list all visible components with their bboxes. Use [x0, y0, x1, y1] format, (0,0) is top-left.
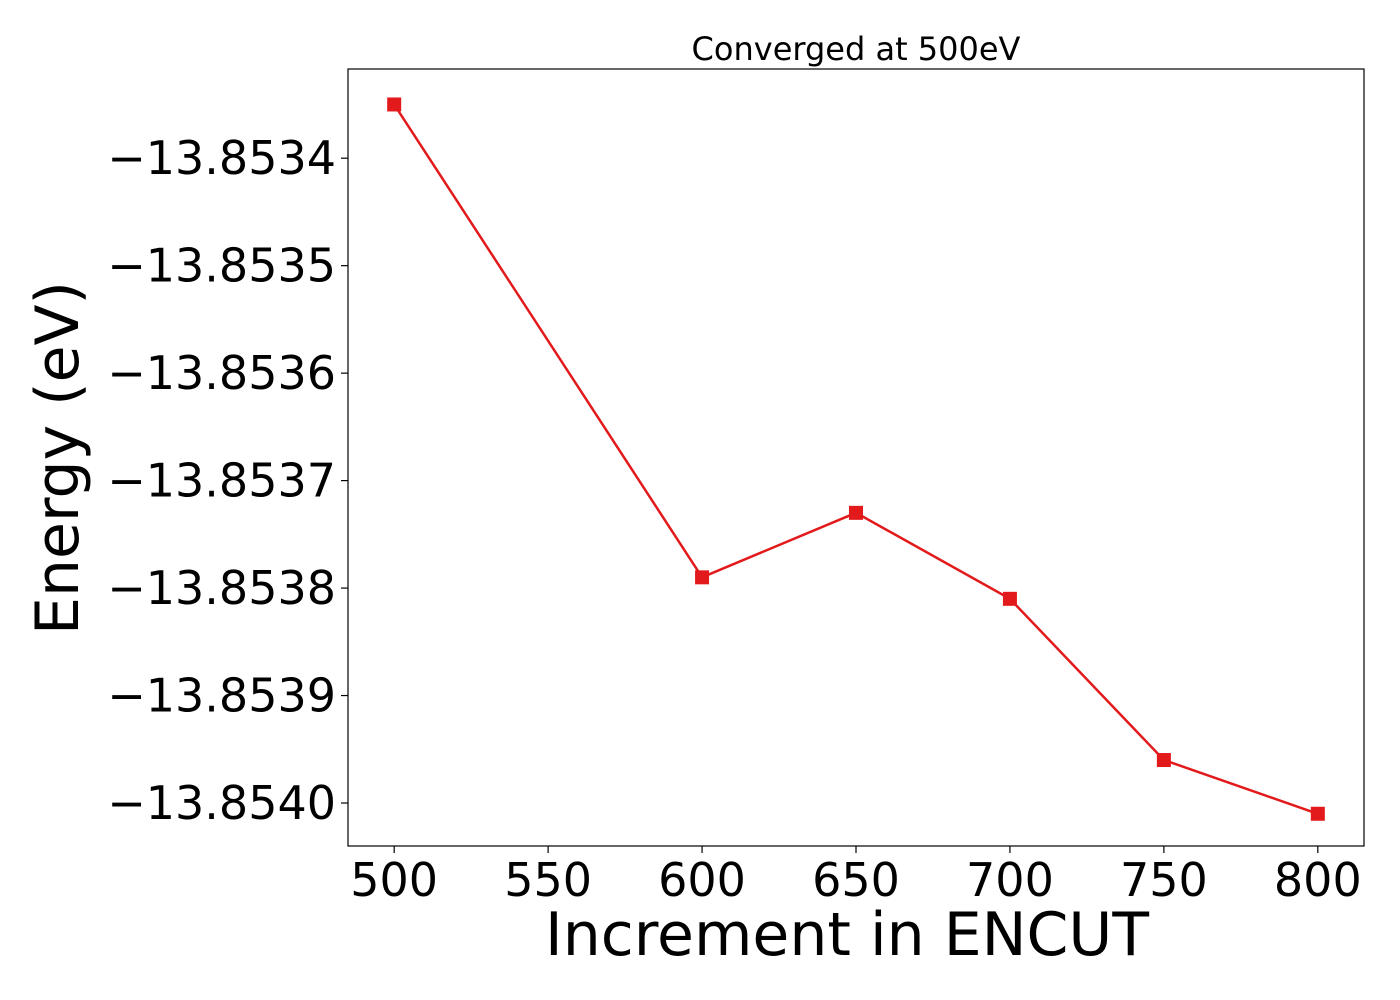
x-tick-label: 650: [812, 853, 900, 907]
x-tick-label: 750: [1120, 853, 1208, 907]
x-tick-label: 550: [504, 853, 592, 907]
plot-area-frame: [347, 68, 1365, 847]
y-tick-label: −13.8537: [107, 454, 336, 508]
x-tick-label: 700: [966, 853, 1054, 907]
series-markers: [387, 97, 1325, 821]
data-point-marker: [695, 570, 710, 585]
y-tick-label: −13.8535: [107, 239, 336, 293]
x-tick-label: 600: [658, 853, 746, 907]
x-axis-label: Increment in ENCUT: [545, 900, 1149, 970]
data-point-marker: [1310, 806, 1325, 821]
data-point-marker: [849, 505, 863, 520]
series-line: [393, 103, 1319, 815]
y-tick-label: −13.8534: [107, 131, 336, 185]
chart-title: Converged at 500eV: [692, 30, 1021, 68]
y-tick-label: −13.8540: [107, 776, 336, 830]
x-tick-label: 800: [1274, 853, 1362, 907]
x-axis: 500 550 600 650 700 750 800: [350, 846, 1362, 907]
y-tick-label: −13.8539: [107, 669, 336, 723]
y-axis: −13.8534 −13.8535 −13.8536 −13.8537 −13.8538…: [107, 131, 348, 830]
x-tick-label: 500: [350, 853, 438, 907]
y-axis-label: Energy (eV): [23, 281, 93, 635]
data-point-marker: [1156, 753, 1171, 768]
data-point-marker: [1002, 591, 1017, 606]
y-tick-label: −13.8538: [107, 561, 336, 615]
y-tick-label: −13.8536: [107, 346, 336, 400]
data-point-marker: [387, 97, 402, 112]
